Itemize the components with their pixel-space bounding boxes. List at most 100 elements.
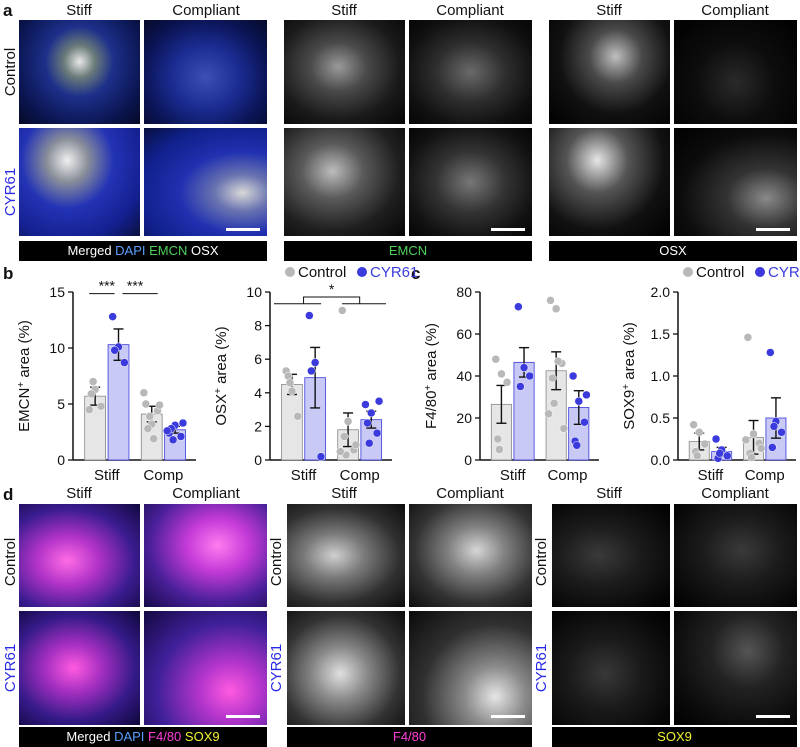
emcn-point-Comp-CYR61 — [162, 426, 172, 436]
micrograph-a-osx-cyr61-compliant — [674, 128, 797, 236]
sox9-point-Comp-Control — [747, 453, 756, 462]
caption-strip-a-merged: Merged DAPI EMCN OSX — [19, 241, 267, 261]
osx-point-Comp-CYR61 — [361, 400, 370, 409]
column-header-compliant-d3: Compliant — [701, 485, 769, 502]
emcn-y-tick-label: 10 — [49, 340, 65, 356]
scale-bar-d-sox9 — [756, 715, 790, 718]
legend-cyr61-label-c: CYR61 — [768, 264, 800, 281]
row-label-control-d2: Control — [268, 537, 285, 587]
row-label-control-d: Control — [2, 537, 19, 587]
osx-y-tick-label: 6 — [254, 351, 262, 367]
scale-bar-a-emcn — [491, 228, 525, 231]
f480-point-Comp-Control — [549, 399, 559, 408]
sox9-point-Comp-Control — [756, 443, 766, 453]
f480-point-Comp-Control — [548, 373, 557, 383]
osx-y-tick-label: 4 — [254, 385, 262, 401]
osx-y-tick-label: 0 — [254, 452, 262, 468]
osx-point-Comp-CYR61 — [367, 408, 376, 418]
sox9-point-Stiff-CYR61 — [711, 434, 721, 444]
caption-dapi-d: DAPI — [114, 729, 145, 744]
f480-y-tick-label: 60 — [456, 326, 472, 342]
caption-strip-d-merged: Merged DAPI F4/80 SOX9 — [19, 727, 267, 747]
osx-bar-Stiff-Control — [281, 384, 303, 461]
sox9-point-Comp-CYR61 — [777, 428, 786, 437]
osx-point-Stiff-CYR61 — [316, 452, 326, 461]
osx-point-Stiff-Control — [293, 412, 303, 421]
f480-x-tick-label: Stiff — [500, 467, 526, 484]
caption-strip-d-f480: F4/80 — [287, 727, 532, 747]
micrograph-d-sox9-control-stiff — [552, 504, 670, 607]
f480-point-Stiff-Control — [495, 445, 504, 454]
column-header-stiff-d2: Stiff — [331, 485, 357, 502]
column-header-compliant-a2: Compliant — [436, 2, 504, 19]
osx-point-Stiff-CYR61 — [305, 311, 314, 320]
scale-bar-a-merged — [226, 228, 260, 231]
micrograph-a-merged-control-compliant — [144, 20, 267, 124]
micrograph-a-emcn-cyr61-compliant — [409, 128, 532, 236]
emcn-point-Comp-Control — [155, 400, 164, 410]
legend-control-label-c: Control — [696, 264, 744, 281]
emcn-point-Stiff-CYR61 — [108, 312, 117, 321]
column-header-compliant-a3: Compliant — [701, 2, 769, 19]
emcn-point-Stiff-Control — [85, 405, 94, 414]
micrograph-a-osx-control-stiff — [549, 20, 670, 124]
legend-cyr61-label-b: CYR61 — [370, 264, 418, 281]
osx-y-tick-label: 2 — [254, 418, 262, 434]
f480-point-Comp-Control — [551, 304, 561, 314]
f480-x-tick-label: Comp — [547, 467, 587, 484]
sox9-point-Comp-Control — [741, 435, 751, 445]
sox9-y-tick-label: 2.0 — [651, 284, 671, 300]
panel-label-b: b — [3, 264, 14, 283]
sox9-y-tick-label: 1.5 — [651, 326, 671, 342]
osx-y-tick-label: 10 — [246, 284, 262, 300]
osx-point-Comp-CYR61 — [363, 418, 372, 428]
emcn-y-tick-label: 15 — [49, 284, 65, 300]
column-header-stiff-d1: Stiff — [66, 485, 92, 502]
micrograph-d-f480-control-stiff — [287, 504, 405, 607]
osx-point-Stiff-CYR61 — [307, 366, 316, 376]
micrograph-a-emcn-control-compliant — [409, 20, 532, 124]
emcn-point-Comp-Control — [139, 388, 149, 398]
micrograph-a-osx-cyr61-stiff — [549, 128, 670, 236]
micrograph-d-merged-control-compliant — [144, 504, 267, 607]
f480-y-axis-label: F4/80+ area (%) — [423, 323, 441, 429]
micrograph-a-merged-cyr61-stiff — [19, 128, 140, 236]
column-header-stiff-a1: Stiff — [66, 2, 92, 19]
osx-y-axis-label: OSX+ area (%) — [213, 326, 231, 425]
f480-point-Stiff-CYR61 — [516, 382, 525, 391]
caption-f480: F4/80 — [148, 729, 182, 744]
caption-osx: OSX — [191, 243, 219, 258]
charts-area: 0 5 10 15 EMCN+ area (%) Stiff Comp *** *** 0 2 4 6 8… — [16, 264, 800, 484]
osx-point-Stiff-CYR61 — [310, 358, 320, 367]
emcn-point-Stiff-CYR61 — [110, 345, 119, 355]
emcn-point-Stiff-Control — [87, 389, 96, 399]
emcn-sig-label: *** — [127, 278, 144, 294]
row-label-cyr61-d3: CYR61 — [533, 643, 550, 693]
panel-label-a: a — [3, 1, 13, 20]
caption-dapi: DAPI — [115, 243, 146, 258]
caption-strip-a-osx: OSX — [549, 241, 797, 261]
f480-point-Stiff-Control — [497, 369, 506, 379]
panel-label-c: c — [411, 264, 421, 283]
sox9-point-Comp-Control — [743, 333, 753, 342]
row-label-control-d3: Control — [533, 537, 550, 587]
osx-sig-bracket — [303, 296, 361, 304]
f480-point-Comp-Control — [559, 424, 569, 433]
osx-point-Stiff-Control — [285, 378, 295, 387]
osx-point-Comp-Control — [336, 447, 345, 456]
column-header-compliant-d2: Compliant — [436, 485, 504, 502]
micrograph-d-f480-cyr61-stiff — [287, 611, 405, 725]
caption-strip-a-emcn: EMCN — [284, 241, 532, 261]
panel-label-d: d — [3, 485, 14, 504]
sox9-point-Comp-CYR61 — [768, 443, 777, 452]
f480-point-Stiff-Control — [491, 354, 501, 364]
column-header-compliant-d1: Compliant — [172, 485, 240, 502]
row-label-cyr61-a: CYR61 — [2, 167, 19, 217]
osx-y-tick-label: 8 — [254, 318, 262, 334]
micrograph-d-f480-control-compliant — [409, 504, 532, 607]
sox9-y-tick-label: 0.0 — [651, 452, 671, 468]
osx-point-Comp-CYR61 — [374, 396, 384, 406]
micrograph-a-merged-control-stiff — [19, 20, 140, 124]
sox9-point-Stiff-Control — [694, 428, 704, 437]
emcn-point-Stiff-CYR61 — [120, 358, 129, 367]
